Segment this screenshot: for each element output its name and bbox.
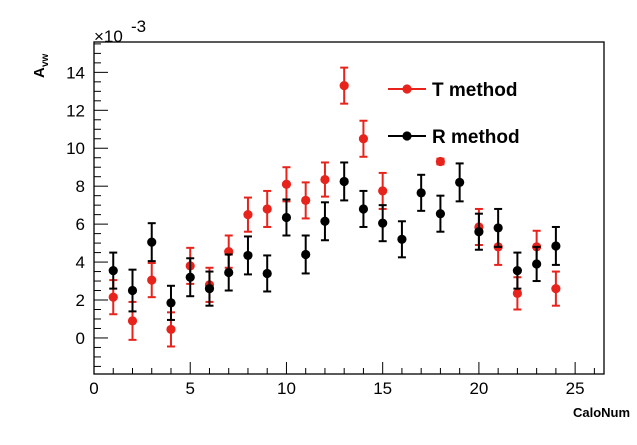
y-tick-label: 10 xyxy=(66,139,85,158)
x-tick-label: 20 xyxy=(469,379,488,398)
y-axis-title-main: A xyxy=(31,67,48,78)
data-point xyxy=(301,195,311,206)
data-point xyxy=(551,241,561,251)
series-t-method xyxy=(108,66,561,348)
data-point xyxy=(204,284,215,294)
data-point xyxy=(301,249,311,260)
data-point xyxy=(262,204,272,214)
legend-marker xyxy=(402,131,412,141)
y-tick-label: 6 xyxy=(76,215,85,234)
y-axis-title: A vw xyxy=(31,53,51,78)
data-point xyxy=(493,223,503,233)
data-point xyxy=(378,218,388,228)
data-point xyxy=(532,259,542,269)
data-point xyxy=(339,81,349,91)
data-point xyxy=(281,212,292,223)
data-point xyxy=(512,266,522,276)
data-point xyxy=(455,177,465,187)
data-point xyxy=(185,272,195,282)
data-point xyxy=(147,275,157,285)
data-point xyxy=(127,285,138,296)
data-point xyxy=(166,298,176,308)
data-point xyxy=(320,216,330,226)
data-point xyxy=(358,204,369,214)
x-tick-label: 0 xyxy=(89,379,98,398)
y-tick-label: 2 xyxy=(76,291,85,310)
data-point xyxy=(166,324,176,335)
data-point xyxy=(435,209,446,219)
data-point xyxy=(512,288,522,298)
data-point xyxy=(378,186,388,196)
y-tick-label: 8 xyxy=(76,177,85,196)
data-point xyxy=(416,188,426,198)
y-tick-label: 4 xyxy=(76,253,85,272)
x-axis: 0 5 10 15 20 25 xyxy=(89,362,595,398)
series-layer xyxy=(108,66,561,348)
y-axis-title-subscript: vw xyxy=(40,53,51,67)
y-tick-label: 14 xyxy=(66,63,85,82)
y-tick-label: 0 xyxy=(76,329,85,348)
data-point xyxy=(108,266,118,276)
data-point xyxy=(243,210,253,220)
legend-label: T method xyxy=(432,80,518,101)
y-multiplier-base: ×10 xyxy=(94,27,123,46)
data-point xyxy=(224,267,234,278)
data-point xyxy=(127,316,138,326)
y-tick-label: 12 xyxy=(66,101,85,120)
x-tick-label: 25 xyxy=(566,379,585,398)
data-point xyxy=(339,176,349,187)
data-point xyxy=(320,174,330,185)
x-tick-label: 10 xyxy=(277,379,296,398)
plot-frame xyxy=(93,41,605,375)
y-multiplier-label: ×10 -3 xyxy=(94,17,146,46)
series-r-method xyxy=(108,161,561,321)
data-point xyxy=(397,234,407,244)
data-point xyxy=(147,237,157,247)
x-axis-title: CaloNum xyxy=(573,405,630,420)
x-tick-label: 15 xyxy=(373,379,392,398)
data-point xyxy=(108,292,118,302)
data-point xyxy=(551,284,561,294)
data-point xyxy=(243,250,253,261)
data-point xyxy=(281,179,292,189)
legend-marker xyxy=(402,84,412,94)
y-multiplier-exponent: -3 xyxy=(131,17,146,36)
legend-label: R method xyxy=(432,127,520,148)
data-point xyxy=(435,156,446,167)
x-tick-label: 5 xyxy=(185,379,194,398)
data-point xyxy=(474,227,484,237)
plot-border xyxy=(93,41,605,375)
data-point xyxy=(262,268,272,279)
legend: T method R method xyxy=(388,80,520,148)
y-axis: 0 2 4 6 8 10 12 14 xyxy=(66,43,108,367)
data-point xyxy=(358,134,369,144)
